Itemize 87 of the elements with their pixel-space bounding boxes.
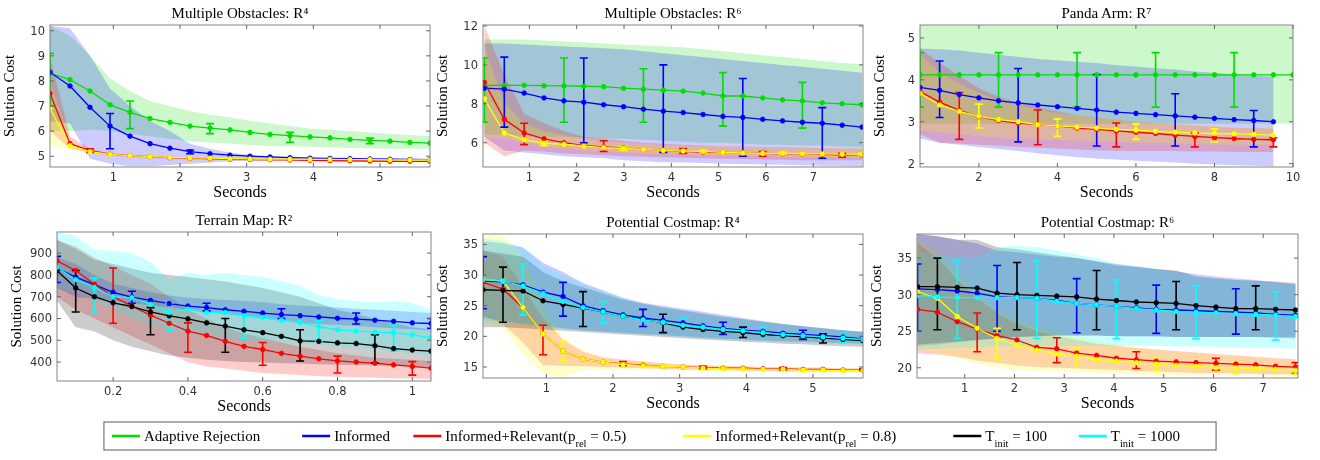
x-tick-label: 1: [525, 170, 534, 184]
x-tick-label: 2: [975, 170, 983, 184]
x-axis-title: Seconds: [217, 397, 271, 414]
y-tick-label: 600: [30, 311, 52, 326]
y-tick-label: 400: [30, 355, 52, 370]
chart-title: Potential Costmap: R⁴: [606, 214, 740, 230]
y-tick-label: 35: [897, 251, 912, 266]
chart-title: Multiple Obstacles: R⁴: [171, 5, 309, 21]
legend-label: Informed+Relevant(p$_{rel}$ = 0.5): [445, 428, 627, 449]
x-axis-title: Seconds: [213, 183, 267, 200]
y-tick-label: 15: [463, 359, 478, 374]
x-tick-label: 3: [676, 381, 684, 395]
x-tick-label: 3: [1060, 381, 1068, 395]
x-tick-label: 4: [742, 381, 750, 395]
x-tick-label: 1: [109, 170, 117, 184]
x-tick-label: 1: [542, 381, 550, 395]
legend-label: Informed: [334, 428, 391, 444]
y-axis-title: Solution Cost: [434, 54, 450, 138]
legend-label: Adaptive Rejection: [143, 428, 261, 444]
chart-title: Multiple Obstacles: R⁶: [604, 5, 742, 21]
x-tick-label: 7: [1259, 381, 1267, 395]
y-tick-label: 35: [463, 237, 478, 252]
y-axis-title: Solution Cost: [434, 264, 450, 348]
chart-title: Panda Arm: R⁷: [1061, 5, 1152, 21]
y-tick-label: 10: [30, 23, 45, 38]
x-tick-label: 5: [1160, 381, 1168, 395]
x-tick-label: 10: [1285, 170, 1301, 184]
y-tick-label: 4: [907, 72, 915, 87]
y-tick-label: 6: [37, 124, 45, 139]
legend-label: Informed+Relevant(p$_{rel}$ = 0.8): [715, 428, 897, 449]
x-axis-title: Seconds: [646, 394, 700, 411]
y-tick-label: 7: [37, 99, 45, 114]
x-tick-label: 4: [1053, 170, 1062, 184]
y-tick-label: 25: [897, 324, 912, 339]
x-tick-label: 1: [961, 381, 969, 395]
y-tick-label: 20: [463, 329, 478, 344]
y-axis-title: Solution Cost: [871, 54, 887, 138]
x-tick-label: 2: [609, 381, 617, 395]
x-tick-label: 6: [762, 170, 770, 184]
y-tick-label: 12: [463, 18, 478, 33]
y-tick-label: 900: [30, 246, 52, 261]
y-tick-label: 10: [463, 57, 478, 72]
x-tick-label: 7: [809, 170, 817, 184]
x-tick-label: 4: [309, 170, 317, 184]
x-tick-label: 8: [1210, 170, 1219, 184]
x-tick-label: 5: [715, 170, 723, 184]
y-axis-title: Solution Cost: [8, 264, 24, 348]
x-tick-label: 5: [809, 381, 817, 395]
y-tick-label: 8: [37, 73, 45, 88]
y-tick-label: 6: [470, 135, 478, 150]
y-tick-label: 700: [30, 289, 52, 304]
y-tick-label: 30: [463, 268, 478, 283]
x-tick-label: 0.8: [328, 384, 347, 398]
x-tick-label: 2: [573, 170, 581, 184]
x-tick-label: 3: [243, 170, 251, 184]
x-tick-label: 2: [176, 170, 184, 184]
y-tick-label: 5: [37, 149, 45, 164]
x-tick-label: 3: [620, 170, 628, 184]
x-tick-label: 0.4: [178, 384, 198, 398]
x-tick-label: 1: [408, 384, 416, 398]
x-axis-title: Seconds: [1080, 394, 1135, 411]
x-tick-label: 0.2: [103, 384, 123, 398]
chart-title: Potential Costmap: R⁶: [1040, 214, 1175, 230]
chart-title: Terrain Map: R²: [195, 212, 293, 228]
x-tick-label: 4: [1110, 381, 1118, 395]
y-tick-label: 20: [897, 360, 912, 375]
y-axis-title: Solution Cost: [868, 264, 884, 348]
legend-label: T$_{init}$ = 1000: [1110, 428, 1180, 449]
y-tick-label: 25: [463, 298, 478, 313]
y-tick-label: 9: [37, 48, 45, 63]
y-tick-label: 5: [907, 30, 915, 45]
x-axis-title: Seconds: [646, 183, 700, 200]
y-tick-label: 2: [907, 156, 915, 171]
x-tick-label: 6: [1132, 170, 1140, 184]
x-tick-label: 0.6: [253, 384, 272, 398]
x-tick-label: 4: [667, 170, 676, 184]
y-axis-title: Solution Cost: [1, 54, 17, 138]
y-tick-label: 3: [907, 114, 915, 129]
legend-label: T$_{init}$ = 100: [985, 428, 1047, 449]
y-tick-label: 8: [470, 96, 478, 111]
y-tick-label: 800: [30, 267, 52, 282]
x-tick-label: 2: [1010, 381, 1019, 395]
x-tick-label: 5: [376, 170, 384, 184]
x-tick-label: 6: [1209, 381, 1218, 395]
x-axis-title: Seconds: [1079, 183, 1134, 200]
y-tick-label: 500: [30, 333, 52, 348]
y-tick-label: 30: [897, 287, 912, 302]
